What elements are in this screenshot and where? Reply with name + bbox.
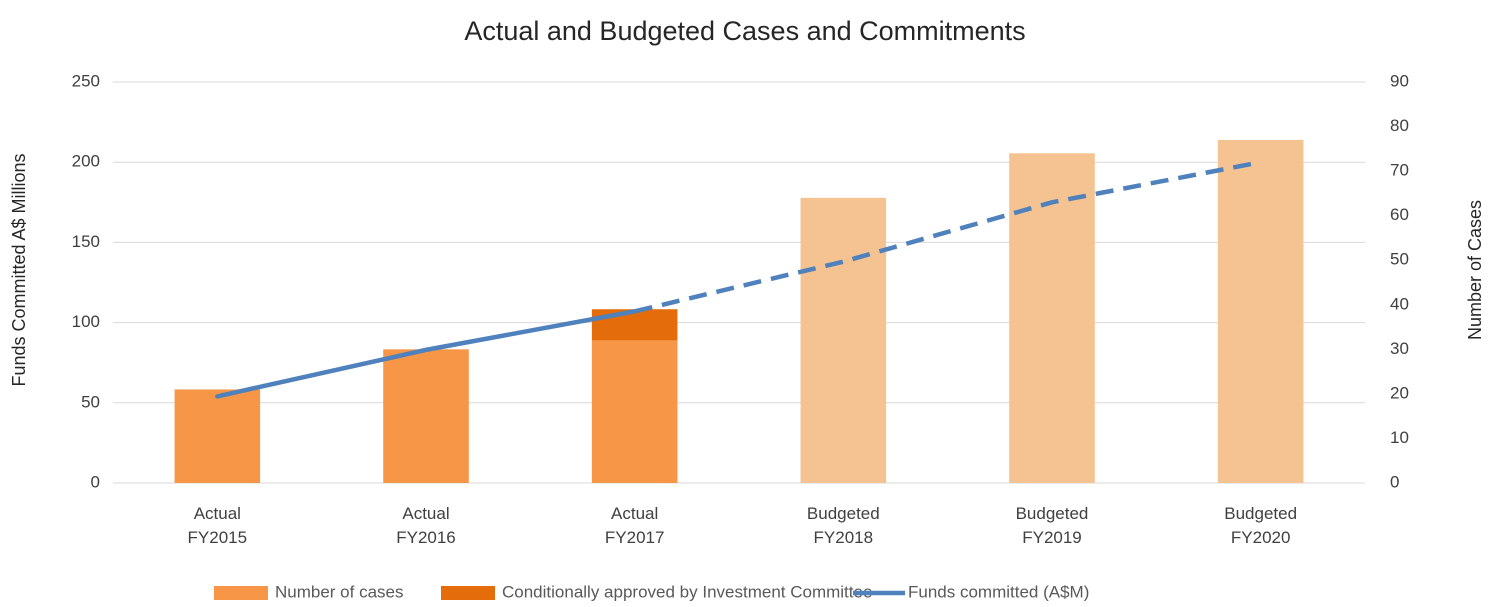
y2-tick-label: 50	[1390, 250, 1409, 269]
y2-tick-label: 70	[1390, 161, 1409, 180]
y2-tick-label: 10	[1390, 428, 1409, 447]
x-tick-label: Budgeted FY2019	[1016, 504, 1089, 547]
y-tick-label: 250	[72, 71, 100, 90]
chart-title: Actual and Budgeted Cases and Commitment…	[464, 16, 1025, 46]
y-tick-label: 0	[91, 472, 100, 491]
line-dashed	[634, 159, 1262, 314]
x-tick-label-line: Budgeted	[1224, 504, 1297, 523]
x-tick-label: Actual FY2015	[188, 504, 248, 547]
x-tick-label: Budgeted FY2020	[1224, 504, 1297, 547]
y-tick-label: 100	[72, 312, 100, 331]
x-tick-label-line: FY2015	[188, 528, 248, 547]
y2-tick-label: 0	[1390, 472, 1399, 491]
y-tick-label: 200	[72, 152, 100, 171]
x-tick-label-line: FY2020	[1231, 528, 1291, 547]
x-tick-label-line: Actual	[402, 504, 449, 523]
y2-tick-label: 20	[1390, 383, 1409, 402]
y2-tick-label: 30	[1390, 339, 1409, 358]
bar	[591, 309, 678, 341]
x-tick-label-line: FY2017	[605, 528, 665, 547]
y2-tick-label: 90	[1390, 71, 1409, 90]
x-tick-label-line: Budgeted	[807, 504, 880, 523]
bar	[591, 340, 678, 483]
x-tick-label: Budgeted FY2018	[807, 504, 880, 547]
x-tick-label: Actual FY2017	[605, 504, 665, 547]
x-tick-label-line: FY2018	[814, 528, 874, 547]
x-tick-label-line: FY2019	[1022, 528, 1082, 547]
y2-tick-label: 60	[1390, 205, 1409, 224]
line-solid	[215, 309, 637, 399]
legend-swatch	[441, 586, 495, 600]
legend-text: Number of cases	[275, 582, 404, 601]
x-tick-label-line: FY2016	[396, 528, 456, 547]
bar	[383, 349, 469, 483]
x-tick-label-line: Budgeted	[1016, 504, 1089, 523]
bar	[174, 389, 261, 483]
bar	[800, 197, 887, 483]
x-tick-label-line: Actual	[611, 504, 658, 523]
y-axis-title: Funds Committed A$ Millions	[9, 153, 29, 386]
y-tick-label: 50	[81, 392, 100, 411]
x-tick-label: Actual FY2016	[396, 504, 456, 547]
legend-swatch	[214, 586, 268, 600]
y2-tick-label: 40	[1390, 294, 1409, 313]
x-tick-label-line: Actual	[194, 504, 241, 523]
y2-tick-label: 80	[1390, 116, 1409, 135]
y2-axis-title: Number of Cases	[1465, 200, 1485, 340]
legend-text: Funds committed (A$M)	[908, 582, 1089, 601]
legend-text: Conditionally approved by Investment Com…	[502, 582, 872, 601]
bar	[1217, 139, 1304, 483]
y-tick-label: 150	[72, 232, 100, 251]
